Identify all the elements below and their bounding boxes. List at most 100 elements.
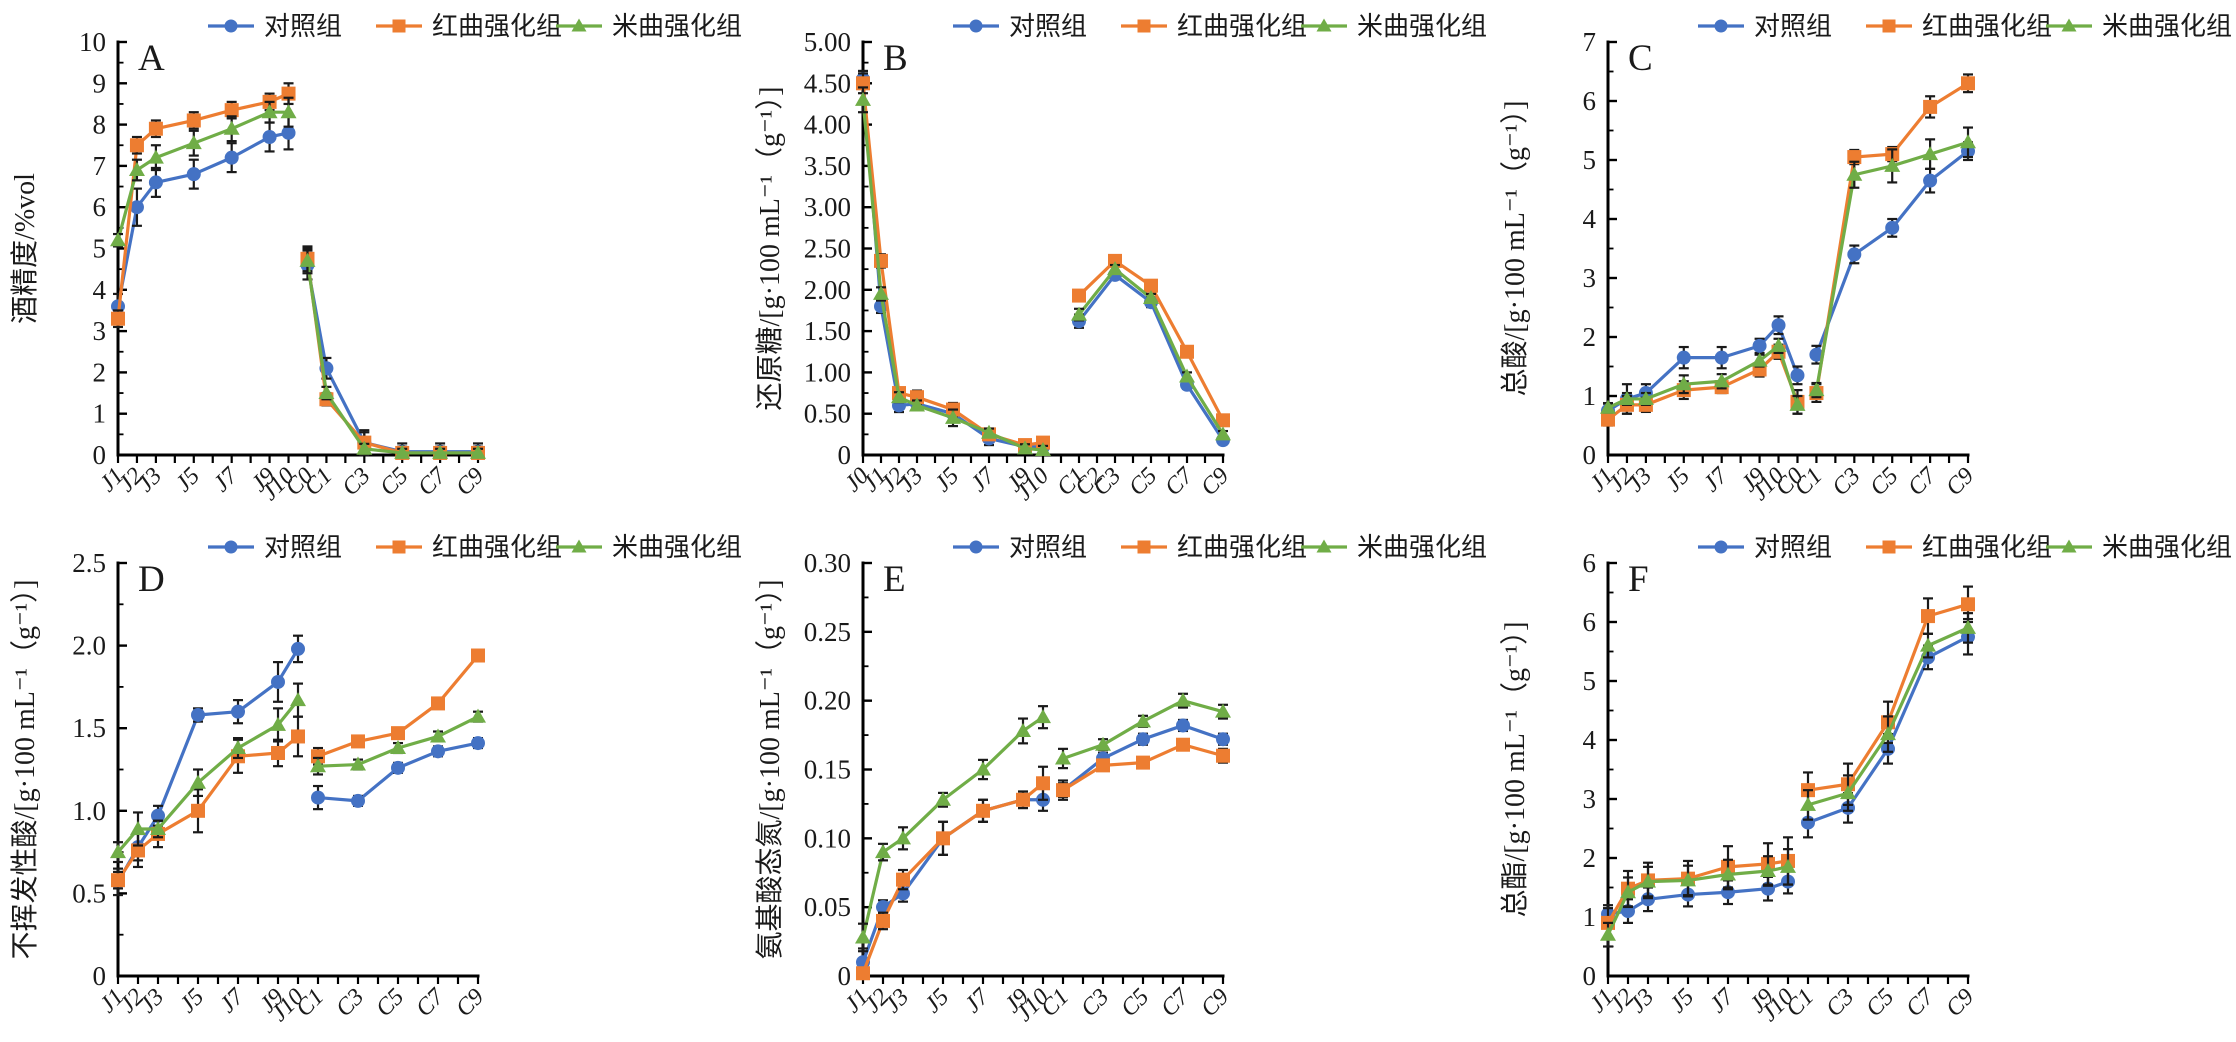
y-tick-label: 1 (93, 399, 107, 429)
panel-c: 0 1 2 3 4 5 6 7 J1 J2 J3 J5 J7 J9 J10 C0 C1 C3 C5 C7 C9 总酸/[g… (1490, 0, 2236, 521)
legend: 对照组 红曲强化组 米曲强化组 (208, 12, 742, 41)
legend-label: 红曲强化组 (1177, 12, 1307, 41)
y-tick-label: 2.00 (804, 275, 851, 305)
legend-label: 红曲强化组 (432, 12, 562, 41)
y-tick-label: 0 (838, 440, 852, 470)
legend: 对照组 红曲强化组 米曲强化组 (953, 12, 1487, 41)
x-tick-label: C1 (291, 984, 329, 1022)
x-tick-label: C7 (411, 983, 450, 1022)
series-米曲强化组 (1600, 126, 1976, 415)
y-axis-ticks: 0 0.50 1.00 1.50 2.00 2.50 3.00 3.50 4.00 4.50 5.0… (804, 27, 872, 470)
x-tick-label: C3 (1827, 463, 1865, 501)
legend-label: 对照组 (1009, 533, 1087, 562)
y-tick-label: 5 (1583, 145, 1597, 175)
y-tick-label: 0 (93, 440, 107, 470)
panel-d: 0 0.5 1.0 1.5 2.0 2.5 J1 J2 J3 J5 J7 J9 J10 C1 C3 C5 C7 C… (0, 521, 745, 1042)
y-tick-label: 6 (1583, 607, 1597, 637)
panel-e: 0 0.05 0.10 0.15 0.20 0.25 0.30 J1 J2 J3 J5 J7 J9 J10… (745, 521, 1490, 1042)
y-tick-label: 2 (93, 357, 107, 387)
y-axis-title: 总酸/[g·100 mL⁻¹（g⁻¹）] (1499, 101, 1531, 397)
y-tick-label: 0.10 (804, 823, 851, 853)
series-米曲强化组 (110, 682, 486, 864)
y-axis-ticks: 0 1 2 3 4 5 6 7 (1583, 27, 1617, 470)
series-米曲强化组 (1600, 612, 1976, 948)
y-tick-label: 5.00 (804, 27, 851, 57)
x-tick-label: C3 (331, 984, 369, 1022)
legend: 对照组 红曲强化组 米曲强化组 (1698, 533, 2232, 562)
legend-label: 对照组 (264, 533, 342, 562)
x-tick-label: J3 (1623, 463, 1657, 497)
y-tick-label: 9 (93, 68, 107, 98)
x-tick-label: J5 (920, 984, 954, 1018)
y-tick-label: 3.00 (804, 192, 851, 222)
legend-label: 红曲强化组 (432, 533, 562, 562)
x-tick-label: C9 (1941, 984, 1979, 1022)
y-tick-label: 5 (93, 234, 107, 264)
y-tick-label: 0.15 (804, 755, 851, 785)
x-tick-label: J7 (215, 983, 250, 1018)
legend-label: 对照组 (1754, 533, 1832, 562)
x-tick-label: C5 (371, 984, 409, 1022)
axes (1606, 561, 1970, 978)
x-tick-label: C9 (1196, 984, 1234, 1022)
y-tick-label: 4 (93, 275, 107, 305)
y-tick-label: 7 (93, 151, 107, 181)
x-tick-label: C7 (1156, 983, 1195, 1022)
y-tick-label: 3.50 (804, 151, 851, 181)
x-tick-label: C1 (1036, 984, 1074, 1022)
x-tick-label: C1 (1781, 984, 1819, 1022)
panel-letter: D (138, 559, 165, 600)
chart-b: 0 0.50 1.00 1.50 2.00 2.50 3.00 3.50 4.00 4.50 5.0… (754, 12, 1487, 506)
y-axis-title: 氨基酸态氮/[g·100 mL⁻¹（g⁻¹）] (754, 580, 786, 960)
y-tick-label: 0 (1583, 440, 1597, 470)
panel-letter: A (138, 38, 165, 79)
series-对照组 (856, 718, 1230, 978)
y-tick-label: 3 (1583, 263, 1597, 293)
panel-letter: F (1628, 559, 1649, 600)
panel-letter: E (883, 559, 906, 600)
legend: 对照组 红曲强化组 米曲强化组 (953, 533, 1487, 562)
panel-b: 0 0.50 1.00 1.50 2.00 2.50 3.00 3.50 4.00 4.50 5.0… (745, 0, 1490, 521)
series-红曲强化组 (111, 648, 485, 890)
y-tick-label: 6 (1583, 86, 1597, 116)
y-axis-title: 不挥发性酸/[g·100 mL⁻¹（g⁻¹）] (9, 580, 41, 960)
y-tick-label: 2 (1583, 843, 1597, 873)
x-tick-label: C5 (1865, 463, 1903, 501)
y-tick-label: 2 (1583, 322, 1597, 352)
y-tick-label: 0.50 (804, 399, 851, 429)
panel-letter: C (1628, 38, 1653, 79)
x-tick-label: J3 (135, 984, 169, 1018)
series-米曲强化组 (855, 692, 1231, 953)
x-tick-label: C5 (375, 463, 413, 501)
y-axis-ticks: 0 0.5 1.0 1.5 2.0 2.5 (72, 548, 127, 991)
y-tick-label: 1.5 (72, 713, 106, 743)
y-tick-label: 0.30 (804, 548, 851, 578)
series-对照组 (111, 634, 485, 897)
y-tick-label: 1.0 (72, 796, 106, 826)
y-tick-label: 7 (1583, 27, 1597, 57)
legend-label: 红曲强化组 (1922, 533, 2052, 562)
x-tick-label: C5 (1124, 463, 1162, 501)
x-tick-label: J5 (930, 463, 964, 497)
legend-label: 米曲强化组 (612, 533, 742, 562)
x-tick-label: J5 (1661, 463, 1695, 497)
x-tick-label: C7 (1160, 462, 1199, 501)
series-米曲强化组 (110, 96, 486, 459)
legend-label: 米曲强化组 (2102, 12, 2232, 41)
y-tick-label: 1.00 (804, 357, 851, 387)
legend-label: 对照组 (1009, 12, 1087, 41)
series-红曲强化组 (856, 72, 1230, 453)
panel-letter: B (883, 38, 908, 79)
y-tick-label: 1 (1583, 902, 1597, 932)
y-tick-label: 2.0 (72, 631, 106, 661)
legend-label: 对照组 (264, 12, 342, 41)
y-tick-label: 1.50 (804, 316, 851, 346)
series-红曲强化组 (111, 82, 485, 460)
